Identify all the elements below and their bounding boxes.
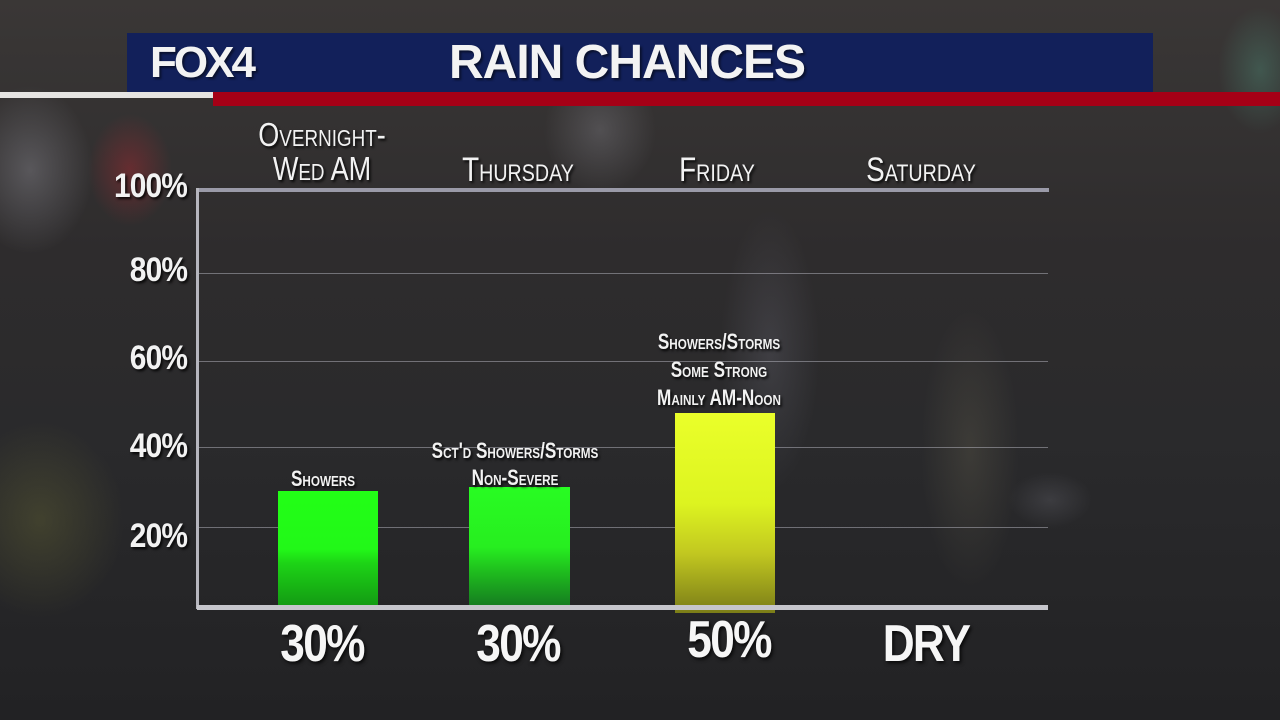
- gridline-20: [199, 527, 1048, 528]
- category-label-line: Overnight-: [258, 116, 386, 153]
- gridline-40: [199, 447, 1048, 448]
- bar-note-friday: Showers/Storms Some Strong Mainly AM-Noo…: [622, 328, 817, 412]
- y-tick-100: 100%: [113, 167, 188, 205]
- value-label-overnight: 30%: [280, 615, 365, 673]
- header-red-stripe: [213, 92, 1280, 106]
- bar-note-overnight: Showers: [290, 466, 356, 491]
- fox4-logo: FOX4: [150, 38, 256, 87]
- value-label-saturday: DRY: [882, 615, 971, 673]
- header-bar: [127, 33, 1153, 92]
- category-label-saturday: Saturday: [866, 151, 976, 189]
- category-label-friday: Friday: [679, 151, 755, 189]
- chart-top-line: [197, 188, 1049, 192]
- y-tick-40: 40%: [129, 427, 188, 465]
- y-tick-20: 20%: [129, 517, 188, 555]
- category-label-thursday: Thursday: [462, 151, 574, 189]
- value-label-friday: 50%: [687, 611, 772, 669]
- y-tick-60: 60%: [129, 339, 188, 377]
- category-label-line: Wed AM: [272, 150, 372, 187]
- bar-note-line: Sct'd Showers/Storms: [431, 438, 599, 463]
- bar-friday: [675, 413, 775, 613]
- y-axis-line: [196, 188, 199, 609]
- bar-note-line: Some Strong: [670, 357, 768, 382]
- bar-note-line: Showers/Storms: [657, 329, 781, 354]
- bar-note-line: Non-Severe: [471, 465, 559, 490]
- x-axis-baseline: [197, 605, 1048, 610]
- y-tick-80: 80%: [129, 251, 188, 289]
- page-title: RAIN CHANCES: [449, 36, 806, 89]
- bar-note-thursday: Sct'd Showers/Storms Non-Severe: [406, 437, 624, 491]
- bar-thursday: [469, 487, 570, 607]
- gridline-80: [199, 273, 1048, 274]
- bar-note-line: Mainly AM-Noon: [657, 385, 781, 410]
- gridline-60: [199, 361, 1048, 362]
- bar-overnight: [278, 491, 378, 607]
- header-white-stripe: [0, 92, 213, 98]
- category-label-overnight: Overnight- Wed AM: [240, 118, 404, 186]
- value-label-thursday: 30%: [476, 615, 561, 673]
